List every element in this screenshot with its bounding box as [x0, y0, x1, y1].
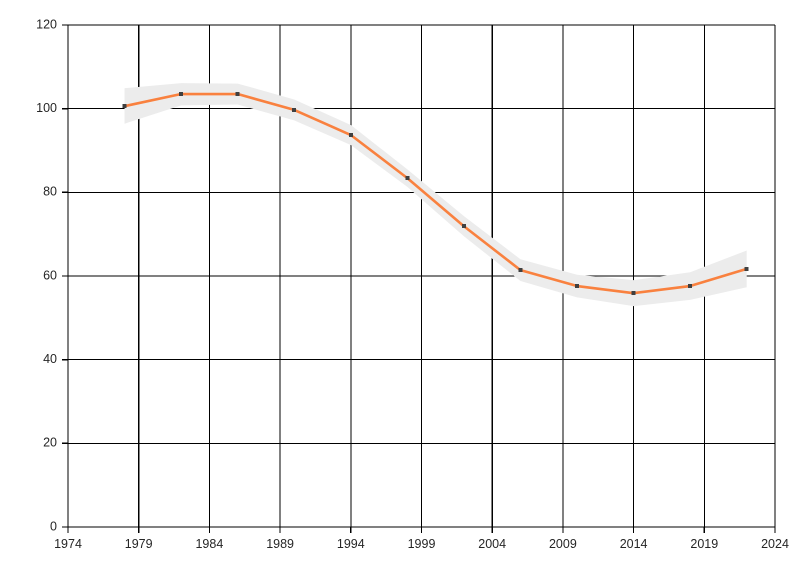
x-tick-label: 1999: [408, 537, 436, 551]
trend-line-group: [123, 92, 749, 295]
y-tick-label: 80: [43, 185, 57, 199]
x-tick-label: 1989: [266, 537, 294, 551]
x-tick-label: 1994: [337, 537, 365, 551]
y-tick-label: 120: [36, 17, 57, 31]
y-tick-label: 40: [43, 352, 57, 366]
x-tick-label: 2014: [620, 537, 648, 551]
data-markers: [122, 92, 749, 296]
x-tick-label: 2024: [761, 537, 789, 551]
x-tick-label: 2009: [549, 537, 577, 551]
x-tick-label: 2004: [478, 537, 506, 551]
y-tick-label: 100: [36, 101, 57, 115]
x-tick-label: 2019: [690, 537, 718, 551]
x-axis-labels: 1974 1979 1984 1989 1994 1999 2004 2009 2014 2019…: [54, 537, 789, 551]
x-tick-label: 1974: [54, 537, 82, 551]
axis-ticks: [62, 24, 776, 533]
x-tick-label: 1979: [125, 537, 153, 551]
confidence-band: [124, 83, 747, 307]
y-tick-label: 0: [50, 519, 57, 533]
x-tick-label: 1984: [195, 537, 223, 551]
y-tick-label: 20: [43, 436, 57, 450]
y-tick-label: 60: [43, 268, 57, 282]
y-axis-labels: 0 20 40 60 80 100 120: [36, 17, 57, 533]
